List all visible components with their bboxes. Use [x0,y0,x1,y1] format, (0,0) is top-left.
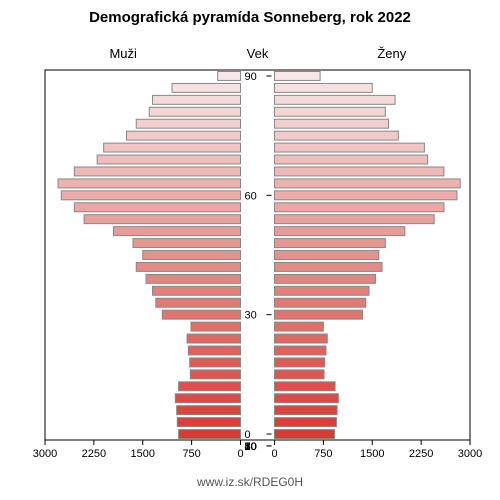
female-bar [275,155,428,164]
source-url: www.iz.sk/RDEG0H [196,475,303,489]
male-bar [162,310,240,319]
y-tick-label: 30 [245,310,257,322]
male-bar [153,95,241,104]
male-bar [133,239,241,248]
female-bar [275,394,339,403]
female-bar [275,262,383,271]
male-bar [177,406,241,415]
male-bar [149,107,240,116]
male-bar [179,382,241,391]
female-bar [275,131,399,140]
female-bar [275,179,461,188]
female-bar [275,346,326,355]
x-tick-label-left: 1500 [131,448,155,460]
male-bar [58,179,240,188]
female-bar [275,215,435,224]
x-tick-label-left: 0 [237,448,243,460]
male-bar [177,418,240,427]
male-bar [190,370,240,379]
x-tick-label-left: 3000 [33,448,57,460]
female-bar [275,95,396,104]
female-bar [275,310,363,319]
male-bar [104,143,241,152]
female-bar [275,418,337,427]
male-bar [61,191,240,200]
male-bar [191,322,241,331]
y-tick-label: 60 [245,190,257,202]
female-bar [275,191,457,200]
female-bar [275,227,405,236]
male-bar [136,119,240,128]
x-tick-label-right: 750 [314,448,332,460]
female-bar [275,406,338,415]
male-bar [188,346,240,355]
male-bar [156,298,241,307]
male-bar [218,72,241,81]
female-bar [275,322,324,331]
female-bar [275,119,389,128]
male-bar [74,203,240,212]
female-bar [275,72,321,81]
male-bar [84,215,240,224]
y-tick-label: 90 [245,71,257,83]
female-bar [275,251,379,260]
male-bar [126,131,240,140]
chart-title: Demografická pyramída Sonneberg, rok 202… [89,9,411,26]
male-bar [113,227,240,236]
male-bar [74,167,240,176]
female-bar [275,430,335,439]
x-tick-label-left: 750 [182,448,200,460]
female-bar [275,298,366,307]
x-tick-label-right: 0 [271,448,277,460]
female-bar [275,167,444,176]
female-bar [275,382,336,391]
male-bar [187,334,240,343]
male-bar [97,155,240,164]
plot-box [45,70,470,440]
male-bar [153,286,241,295]
female-bar [275,286,369,295]
y-tick-label: 80 [245,441,257,453]
female-bar [275,358,325,367]
male-bar [175,394,240,403]
female-bar [275,370,325,379]
male-bar [190,358,241,367]
female-bar [275,239,386,248]
left-label: Muži [109,46,137,61]
male-bar [136,262,240,271]
female-bar [275,83,373,92]
female-bar [275,334,328,343]
male-bar [172,83,240,92]
x-tick-label-left: 2250 [82,448,106,460]
x-tick-label-right: 3000 [458,448,482,460]
female-bar [275,143,425,152]
population-pyramid-chart: Demografická pyramída Sonneberg, rok 202… [0,0,500,500]
female-bar [275,107,386,116]
x-tick-label-right: 2250 [409,448,433,460]
right-label: Ženy [377,46,406,61]
female-bar [275,274,376,283]
male-bar [143,251,241,260]
center-label: Vek [247,46,269,61]
y-tick-label: 0 [245,429,251,441]
female-bar [275,203,444,212]
male-bar [179,430,241,439]
x-tick-label-right: 1500 [360,448,384,460]
male-bar [146,274,240,283]
